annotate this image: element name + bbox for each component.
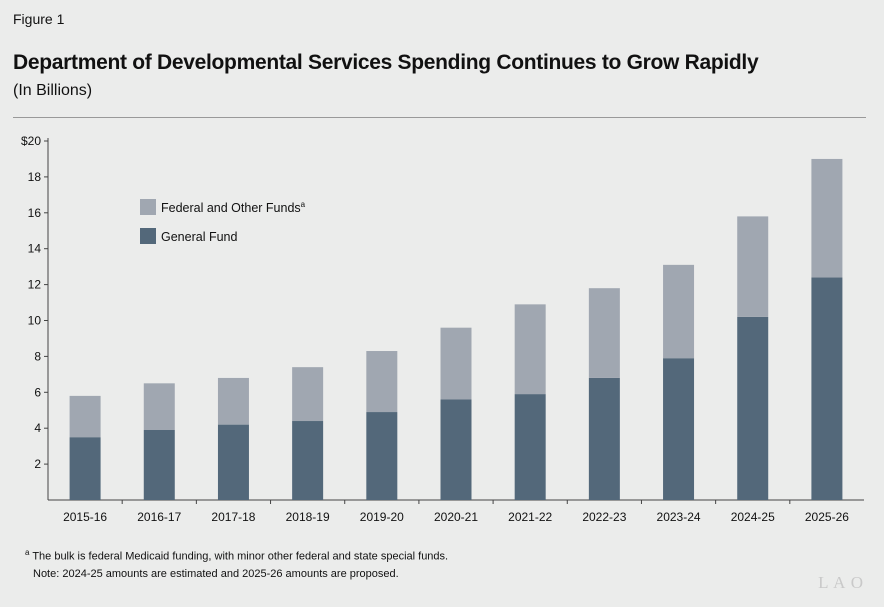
x-tick-label: 2019-20 <box>360 510 404 524</box>
x-tick-label: 2015-16 <box>63 510 107 524</box>
x-tick-label: 2018-19 <box>286 510 330 524</box>
bar-general-fund <box>811 277 843 500</box>
bar-general-fund <box>440 399 472 500</box>
bar-federal-and-other-funds <box>440 327 472 400</box>
footnote-a: a The bulk is federal Medicaid funding, … <box>25 548 448 563</box>
y-tick-label: 10 <box>28 314 42 328</box>
x-tick-label: 2016-17 <box>137 510 181 524</box>
legend-label: General Fund <box>161 230 237 244</box>
y-tick-label: 6 <box>34 385 41 399</box>
bar-general-fund <box>69 437 101 500</box>
x-tick-label: 2022-23 <box>582 510 626 524</box>
x-tick-label: 2020-21 <box>434 510 478 524</box>
y-tick-label: 2 <box>34 457 41 471</box>
divider <box>13 117 866 118</box>
bar-general-fund <box>737 316 769 500</box>
bar-federal-and-other-funds <box>366 351 398 413</box>
bar-federal-and-other-funds <box>217 377 249 425</box>
note: Note: 2024-25 amounts are estimated and … <box>33 568 399 580</box>
legend-swatch <box>140 199 156 215</box>
bar-general-fund <box>217 424 249 500</box>
lao-logo: L A O <box>818 573 864 592</box>
bar-general-fund <box>514 394 546 500</box>
footnote-marker: a <box>25 548 30 557</box>
bar-general-fund <box>366 412 398 500</box>
bar-federal-and-other-funds <box>69 395 101 438</box>
x-tick-label: 2017-18 <box>211 510 255 524</box>
bar-federal-and-other-funds <box>811 158 843 278</box>
bar-federal-and-other-funds <box>663 264 695 359</box>
footnote-text: The bulk is federal Medicaid funding, wi… <box>32 550 449 563</box>
y-tick-label: 18 <box>28 170 42 184</box>
bar-federal-and-other-funds <box>737 216 769 317</box>
bar-federal-and-other-funds <box>292 367 324 422</box>
y-tick-label: 4 <box>34 421 41 435</box>
bar-general-fund <box>292 421 324 500</box>
chart-subtitle: (In Billions) <box>13 82 93 99</box>
x-tick-label: 2023-24 <box>657 510 701 524</box>
bar-federal-and-other-funds <box>143 383 175 430</box>
x-tick-label: 2025-26 <box>805 510 849 524</box>
y-tick-label: 16 <box>28 206 42 220</box>
figure-label: Figure 1 <box>13 11 65 27</box>
bar-general-fund <box>143 429 175 500</box>
legend-swatch <box>140 228 156 244</box>
y-tick-label: 14 <box>28 242 42 256</box>
bar-general-fund <box>663 358 695 500</box>
bar-federal-and-other-funds <box>588 288 620 378</box>
bar-federal-and-other-funds <box>514 304 546 395</box>
y-tick-label: 8 <box>34 349 41 363</box>
x-tick-label: 2021-22 <box>508 510 552 524</box>
legend-label: Federal and Other Fundsa <box>161 200 306 215</box>
bar-general-fund <box>588 377 620 500</box>
x-tick-label: 2024-25 <box>731 510 775 524</box>
chart-title: Department of Developmental Services Spe… <box>13 51 759 74</box>
y-tick-label: 12 <box>28 278 42 292</box>
y-tick-label: $20 <box>21 134 41 148</box>
